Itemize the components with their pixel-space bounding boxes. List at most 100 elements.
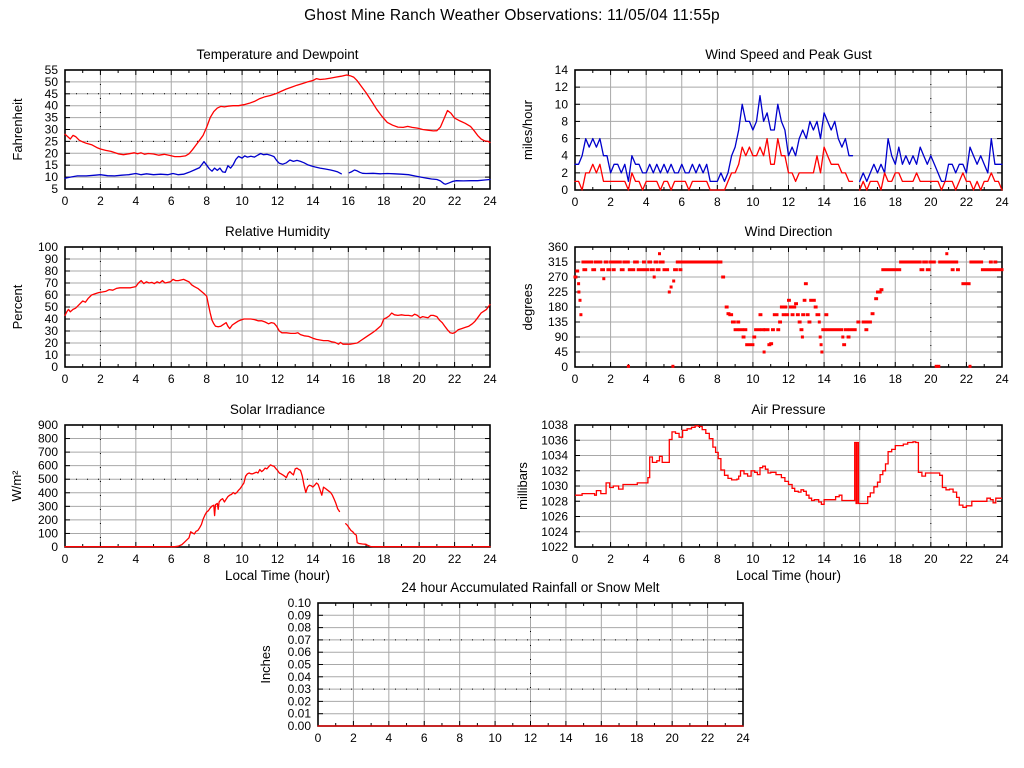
series-wind-direction-marker	[934, 364, 938, 368]
x-tick-label: 18	[889, 195, 903, 209]
x-tick-label: 24	[483, 552, 497, 566]
series-wind-direction-marker	[800, 335, 804, 339]
y-tick-label: 0.08	[288, 621, 312, 635]
x-tick-label: 18	[889, 372, 903, 386]
x-tick-label: 0	[62, 372, 69, 386]
x-tick-label: 22	[448, 372, 462, 386]
y-tick-label: 1034	[541, 449, 568, 463]
series-wind-direction-marker	[602, 277, 606, 281]
series-wind-direction-marker	[636, 268, 645, 272]
series-wind-direction-marker	[578, 298, 582, 302]
series-wind-direction-marker	[769, 342, 774, 346]
x-tick-label: 8	[714, 195, 721, 209]
y-tick-label: 50	[45, 300, 59, 314]
series-wind-direction-marker	[919, 268, 925, 272]
series-wind-direction-marker	[881, 268, 902, 272]
y-tick-label: 90	[555, 330, 569, 344]
series-wind-direction-marker	[792, 305, 797, 309]
series-wind-direction-marker	[613, 260, 622, 264]
x-tick-label: 18	[377, 552, 391, 566]
series-wind-direction-marker	[762, 350, 766, 354]
x-tick-label: 10	[235, 552, 249, 566]
series-wind-direction-marker	[779, 305, 784, 309]
x-tick-label: 2	[607, 552, 614, 566]
chart-title: Solar Irradiance	[230, 402, 325, 417]
x-tick-label: 22	[448, 552, 462, 566]
chart-title: Wind Speed and Peak Gust	[705, 47, 872, 62]
y-tick-label: 6	[561, 132, 568, 146]
series-wind-direction-marker	[603, 260, 609, 264]
series-wind-direction-marker	[575, 269, 580, 273]
series-wind-speed	[574, 137, 854, 191]
series-wind-direction-marker	[600, 268, 605, 272]
x-tick-label: 6	[678, 372, 685, 386]
series-wind-direction-marker	[633, 260, 639, 264]
x-tick-label: 20	[924, 195, 938, 209]
x-tick-label: 22	[448, 194, 462, 208]
series-wind-direction-marker	[799, 328, 804, 332]
y-tick-label: 360	[548, 240, 568, 254]
series-wind-direction-marker	[573, 275, 578, 279]
x-tick-label: 14	[306, 194, 320, 208]
y-tick-label: 1022	[541, 540, 568, 554]
series-wind-direction-marker	[582, 268, 588, 272]
y-tick-label: 30	[45, 324, 59, 338]
plot-border	[64, 69, 491, 190]
y-tick-label: 0.02	[288, 694, 312, 708]
series-wind-direction-marker	[820, 350, 824, 354]
x-tick-label: 24	[995, 552, 1009, 566]
y-tick-label: 315	[548, 255, 568, 269]
series-wind-direction-marker	[995, 268, 1004, 272]
series-wind-direction-marker	[874, 297, 879, 301]
series-wind-direction-marker	[643, 268, 650, 272]
y-tick-label: 225	[548, 285, 568, 299]
y-tick-label: 4	[561, 149, 568, 163]
plot-border	[574, 424, 1003, 548]
series-wind-direction-marker	[778, 320, 782, 324]
series-wind-direction-marker	[988, 260, 993, 264]
series-wind-direction-marker	[813, 305, 818, 309]
series-wind-direction-marker	[785, 313, 790, 317]
y-tick-label: 45	[45, 87, 59, 101]
series-wind-direction-marker	[788, 305, 793, 309]
x-tick-label: 4	[643, 552, 650, 566]
y-tick-label: 0.05	[288, 658, 312, 672]
y-tick-label: 1038	[541, 418, 568, 432]
x-tick-label: 16	[853, 372, 867, 386]
series-wind-direction-marker	[650, 268, 655, 272]
x-tick-label: 0	[315, 731, 322, 745]
x-tick-label: 12	[782, 552, 796, 566]
series-wind-direction-marker	[619, 268, 625, 272]
series-wind-direction-marker	[662, 268, 670, 272]
y-tick-label: 5	[51, 182, 58, 196]
series-wind-direction-marker	[760, 328, 766, 332]
x-tick-label: 2	[97, 372, 104, 386]
series-wind-direction-marker	[738, 328, 744, 332]
series-wind-direction-marker	[861, 320, 867, 324]
x-tick-label: 4	[643, 195, 650, 209]
y-tick-label: 0.06	[288, 645, 312, 659]
plot-border	[574, 246, 1003, 368]
y-tick-label: 10	[555, 97, 569, 111]
y-tick-label: 0	[51, 540, 58, 554]
x-tick-label: 22	[701, 731, 715, 745]
x-tick-label: 18	[377, 194, 391, 208]
series-wind-direction-marker	[783, 305, 788, 309]
series-wind-direction-marker	[721, 275, 726, 279]
series-wind-direction-marker	[771, 328, 775, 332]
x-tick-label: 10	[746, 372, 760, 386]
x-tick-label: 24	[736, 731, 750, 745]
y-tick-label: 1032	[541, 464, 568, 478]
y-tick-label: 10	[45, 348, 59, 362]
x-tick-label: 4	[132, 194, 139, 208]
x-tick-label: 10	[488, 731, 502, 745]
y-tick-label: 40	[45, 312, 59, 326]
series-wind-direction-marker	[952, 260, 959, 264]
y-tick-label: 200	[38, 513, 58, 527]
series-wind-direction-marker	[841, 335, 845, 339]
y-tick-label: 2	[561, 166, 568, 180]
y-tick-label: 0.10	[288, 596, 312, 610]
chart-winddir: 0 2 4 6 8 10 12 14 16 18 20 22 240459013518022527031…	[520, 224, 1009, 386]
x-tick-label: 8	[203, 372, 210, 386]
x-tick-label: 6	[168, 552, 175, 566]
